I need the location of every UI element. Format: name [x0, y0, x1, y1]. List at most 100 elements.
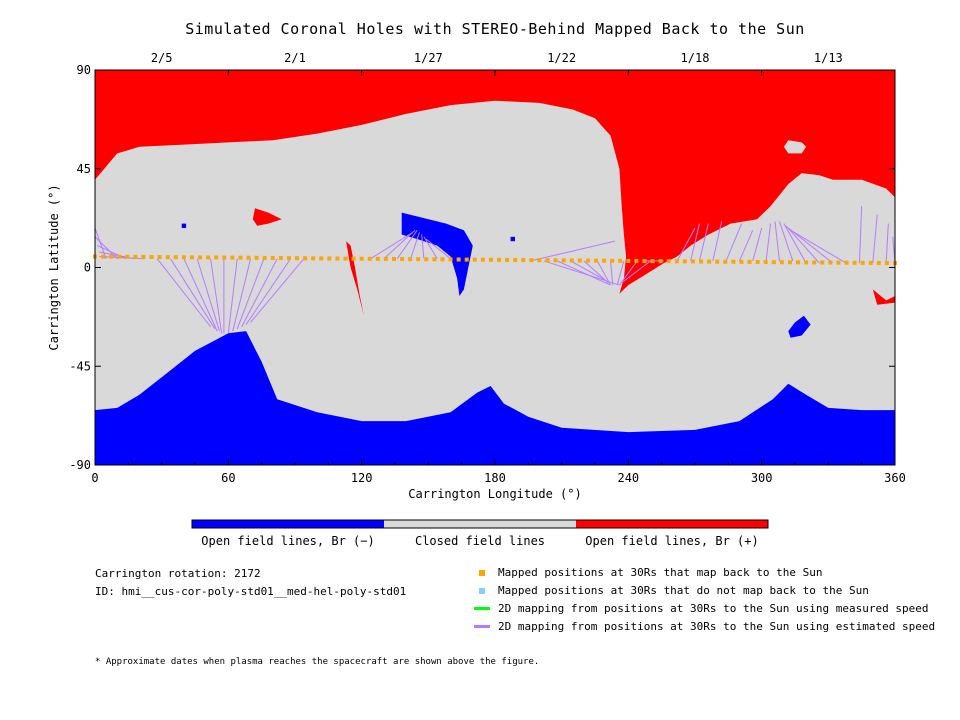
mapping-line-42 — [752, 227, 763, 262]
x-tick-label-0: 0 — [91, 471, 98, 485]
colorbar-segment-0 — [192, 520, 384, 528]
mapping-line-25 — [530, 240, 616, 262]
mapping-line-15 — [241, 258, 278, 327]
mapped-position-54 — [529, 258, 534, 263]
mapped-position-33 — [359, 256, 364, 261]
top-date-label-2: 1/27 — [414, 51, 443, 65]
mapping-line-18 — [370, 231, 414, 260]
mapping-line-27 — [557, 260, 611, 286]
y-tick-label-3: 45 — [77, 162, 91, 176]
mapped-position-55 — [537, 258, 542, 263]
mapped-position-53 — [521, 258, 526, 263]
mapping-line-34 — [621, 260, 651, 284]
mapped-position-88 — [804, 260, 809, 265]
mapped-position-75 — [699, 259, 704, 264]
x-tick-label-1: 60 — [221, 471, 235, 485]
mapped-position-10 — [173, 255, 178, 260]
mapped-position-93 — [844, 260, 849, 265]
mapped-position-22 — [270, 255, 275, 260]
mapping-line-21 — [410, 232, 420, 259]
coronal-hole-positive-3 — [872, 289, 895, 305]
mapping-line-41 — [738, 229, 754, 262]
mapped-position-12 — [189, 255, 194, 260]
mapped-position-94 — [852, 260, 857, 265]
mapped-position-42 — [432, 257, 437, 262]
mapped-position-39 — [408, 257, 413, 262]
mapped-position-79 — [731, 259, 736, 264]
mapped-position-40 — [416, 257, 421, 262]
mapping-line-48 — [788, 227, 834, 264]
carrington-rotation: Carrington rotation: 2172 — [95, 567, 261, 580]
legend-label-estimated: 2D mapping from positions at 30Rs to the… — [498, 620, 936, 633]
mapped-position-15 — [214, 255, 219, 260]
mapping-line-45 — [778, 221, 794, 262]
mapping-line-31 — [610, 260, 614, 286]
mapped-position-85 — [779, 260, 784, 265]
mapped-position-59 — [569, 258, 574, 263]
mapped-position-35 — [375, 256, 380, 261]
y-axis-label: Carrington Latitude (°) — [47, 184, 61, 350]
mapped-position-25 — [295, 256, 300, 261]
footnote: * Approximate dates when plasma reaches … — [95, 657, 540, 667]
mapping-line-1 — [94, 227, 107, 259]
mapping-line-20 — [396, 229, 418, 260]
mapped-position-34 — [367, 256, 372, 261]
top-date-label-5: 1/13 — [814, 51, 843, 65]
mapped-position-82 — [755, 259, 760, 264]
y-tick-label-4: 90 — [77, 63, 91, 77]
mapped-position-80 — [739, 259, 744, 264]
y-tick-label-0: -90 — [69, 458, 91, 472]
mapped-position-26 — [303, 256, 308, 261]
mapping-line-14 — [236, 258, 265, 330]
mapped-position-77 — [715, 259, 720, 264]
closed-island-0 — [783, 140, 807, 154]
legend-label-mapped: Mapped positions at 30Rs that map back t… — [498, 566, 823, 579]
mapped-position-61 — [585, 258, 590, 263]
mapping-line-39 — [712, 221, 723, 262]
mapped-position-3 — [117, 254, 122, 259]
mapped-position-90 — [820, 260, 825, 265]
mapping-line-12 — [227, 258, 238, 334]
legend-label-unmapped: Mapped positions at 30Rs that do not map… — [498, 584, 869, 597]
mapping-line-38 — [698, 223, 709, 262]
mapped-position-74 — [690, 259, 695, 264]
mapped-position-67 — [634, 258, 639, 263]
coronal-hole-positive-1 — [252, 208, 282, 226]
x-tick-label-3: 180 — [484, 471, 506, 485]
coronal-hole-positive-2 — [346, 241, 364, 316]
x-tick-label-2: 120 — [351, 471, 373, 485]
coronal-hole-negative-5 — [181, 223, 187, 228]
mapping-line-8 — [183, 258, 218, 332]
mapping-line-17 — [250, 258, 305, 323]
mapped-position-69 — [650, 259, 655, 264]
mapping-line-16 — [245, 258, 291, 325]
mapped-position-72 — [674, 259, 679, 264]
x-axis-label: Carrington Longitude (°) — [408, 487, 581, 501]
mapping-line-47 — [785, 225, 820, 264]
mapped-position-32 — [351, 256, 356, 261]
mapped-position-4 — [125, 254, 130, 259]
mapped-position-65 — [618, 258, 623, 263]
mapped-position-92 — [836, 260, 841, 265]
mapping-line-52 — [885, 223, 889, 264]
mapping-line-37 — [690, 223, 700, 262]
mapped-position-86 — [787, 260, 792, 265]
coronal-hole-negative-4 — [788, 315, 811, 338]
mapped-position-91 — [828, 260, 833, 265]
mapping-line-28 — [570, 260, 607, 282]
colorbar-frame — [191, 519, 769, 529]
mapping-line-29 — [583, 260, 609, 284]
mapped-position-73 — [682, 259, 687, 264]
mapping-line-51 — [872, 214, 878, 264]
mapped-position-37 — [391, 256, 396, 261]
legend-swatch-estimated — [474, 625, 490, 628]
mapped-position-71 — [666, 259, 671, 264]
mapping-line-13 — [232, 258, 252, 332]
mapped-position-5 — [133, 254, 138, 259]
mapping-line-40 — [725, 223, 743, 262]
mapped-position-49 — [488, 257, 493, 262]
mapped-position-41 — [424, 257, 429, 262]
mapped-position-21 — [262, 255, 267, 260]
chart-title: Simulated Coronal Holes with STEREO-Behi… — [185, 20, 805, 38]
